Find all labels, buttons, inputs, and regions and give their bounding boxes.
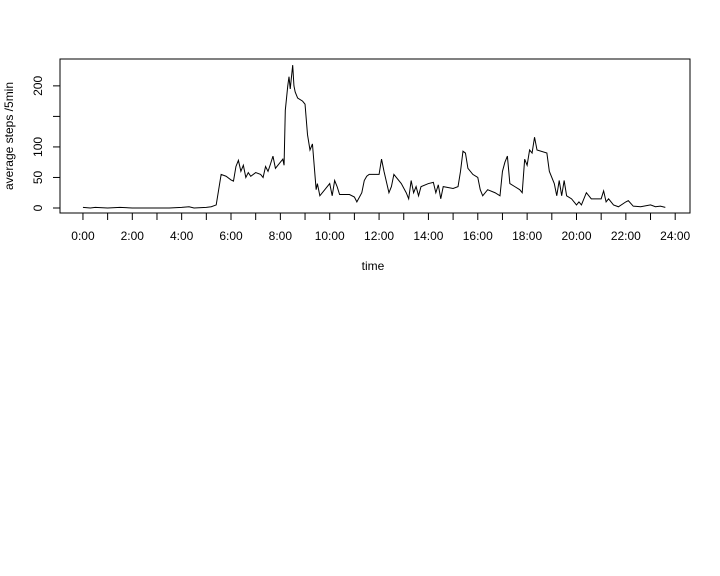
x-tick-label: 4:00: [170, 229, 194, 243]
x-tick-label: 14:00: [413, 229, 443, 243]
y-tick-label: 200: [31, 76, 45, 96]
x-tick-label: 0:00: [71, 229, 95, 243]
y-tick-label: 0: [31, 204, 45, 211]
y-tick-label: 100: [31, 137, 45, 157]
plot-frame: [59, 58, 691, 214]
x-tick-label: 8:00: [269, 229, 293, 243]
x-tick-label: 18:00: [512, 229, 542, 243]
x-tick-label: 10:00: [315, 229, 345, 243]
y-tick-label: 50: [31, 170, 45, 184]
x-tick-label: 22:00: [611, 229, 641, 243]
x-tick-label: 24:00: [660, 229, 690, 243]
y-axis-label: average steps /5min: [2, 82, 16, 190]
x-tick-label: 12:00: [364, 229, 394, 243]
x-tick-label: 16:00: [463, 229, 493, 243]
x-tick-label: 20:00: [561, 229, 591, 243]
x-axis-label: time: [362, 259, 385, 273]
data-line: [82, 65, 666, 209]
x-tick-label: 2:00: [121, 229, 145, 243]
x-tick-label: 6:00: [219, 229, 243, 243]
